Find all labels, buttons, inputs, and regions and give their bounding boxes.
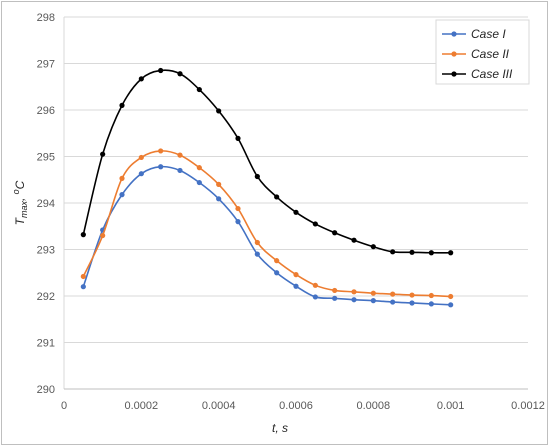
- y-axis-title-sub: max: [19, 201, 29, 219]
- y-tick-label: 297: [37, 59, 55, 71]
- data-point-case-i: [235, 219, 241, 225]
- y-tick-label: 296: [37, 105, 55, 117]
- data-point-case-ii: [138, 154, 144, 161]
- data-point-case-i: [254, 251, 260, 257]
- data-point-case-ii: [312, 282, 318, 288]
- y-tick-label: 293: [37, 245, 55, 257]
- data-point-case-iii: [351, 237, 357, 243]
- data-point-case-ii: [351, 289, 357, 295]
- data-point-case-i: [293, 283, 299, 289]
- y-tick-labels: 290 291 292 293 294 295 296 297 298: [37, 12, 55, 396]
- y-axis-title-main: T: [13, 216, 27, 225]
- y-tick-label: 298: [37, 12, 55, 24]
- data-point-case-ii: [370, 290, 376, 296]
- series-group: [80, 67, 454, 308]
- series-case-iii: [80, 67, 454, 256]
- data-point-case-iii: [216, 108, 222, 114]
- data-point-case-ii: [158, 148, 164, 154]
- x-tick-label: 0.0012: [511, 400, 545, 412]
- series-line-case-iii: [82, 69, 451, 254]
- data-point-case-iii: [177, 71, 183, 77]
- y-tick-label: 291: [37, 338, 55, 350]
- series-line-case-ii: [82, 150, 451, 298]
- x-tick-labels: 0 0.0002 0.0004 0.0006 0.0008 0.001 0.0012: [61, 400, 545, 412]
- y-axis-title-sup: o: [11, 189, 21, 194]
- x-axis-title: t, s: [272, 421, 288, 435]
- data-point-case-ii: [119, 175, 125, 181]
- data-point-case-i: [196, 179, 202, 186]
- plot-area: [63, 17, 528, 390]
- series-case-i: [80, 164, 454, 308]
- data-point-case-ii: [409, 292, 415, 298]
- data-point-case-ii: [100, 232, 106, 239]
- data-point-case-ii: [428, 292, 434, 299]
- data-point-case-i: [312, 294, 318, 300]
- y-tick-label: 290: [37, 384, 55, 396]
- legend-marker-case-i: [451, 31, 457, 37]
- data-point-case-ii: [216, 181, 222, 187]
- data-point-case-i: [370, 298, 376, 304]
- y-axis-title-unit: C: [13, 180, 27, 189]
- data-point-case-ii: [390, 291, 396, 297]
- data-point-case-iii: [100, 151, 106, 157]
- data-point-case-i: [177, 167, 183, 174]
- data-point-case-i: [119, 192, 125, 198]
- data-point-case-ii: [177, 152, 183, 158]
- data-point-case-iii: [254, 173, 260, 180]
- data-point-case-i: [138, 171, 144, 177]
- data-point-case-ii: [332, 287, 338, 294]
- legend: Case I Case II Case III: [435, 19, 530, 85]
- data-point-case-ii: [448, 293, 454, 300]
- data-point-case-iii: [390, 249, 396, 255]
- data-point-case-iii: [370, 244, 376, 250]
- data-point-case-i: [448, 302, 454, 308]
- data-point-case-iii: [409, 249, 415, 255]
- data-point-case-i: [332, 295, 338, 301]
- data-point-case-iii: [332, 230, 338, 236]
- x-tick-label: 0.0004: [202, 400, 236, 412]
- series-case-ii: [80, 148, 454, 300]
- legend-label-case-i: Case I: [471, 27, 506, 41]
- data-point-case-i: [274, 270, 280, 276]
- legend-marker-case-iii: [451, 71, 457, 77]
- x-tick-label: 0.0002: [125, 400, 159, 412]
- data-point-case-i: [390, 299, 396, 305]
- data-point-case-ii: [196, 165, 202, 171]
- y-axis-title-sep: ,: [13, 194, 27, 201]
- legend-marker-case-ii: [451, 51, 457, 57]
- data-point-case-i: [216, 196, 222, 202]
- data-point-case-i: [428, 301, 434, 307]
- data-point-case-i: [158, 164, 164, 170]
- y-tick-label: 295: [37, 152, 55, 164]
- y-axis-title: Tmax, oC: [11, 180, 29, 225]
- data-point-case-iii: [235, 135, 241, 141]
- data-point-case-iii: [119, 102, 125, 108]
- data-point-case-iii: [428, 250, 434, 256]
- data-point-case-i: [351, 297, 357, 303]
- data-point-case-iii: [293, 209, 299, 215]
- x-tick-label: 0.0008: [357, 400, 391, 412]
- y-tick-label: 294: [37, 198, 55, 210]
- data-point-case-iii: [448, 250, 454, 256]
- data-point-case-iii: [196, 86, 202, 93]
- x-tick-label: 0.0006: [279, 400, 313, 412]
- data-point-case-ii: [274, 258, 280, 264]
- data-point-case-iii: [158, 67, 164, 74]
- data-point-case-i: [80, 284, 86, 290]
- legend-label-case-iii: Case III: [471, 67, 513, 81]
- data-point-case-iii: [138, 76, 144, 82]
- data-point-case-iii: [80, 232, 86, 238]
- legend-label-case-ii: Case II: [471, 47, 510, 61]
- y-tick-label: 292: [37, 291, 55, 303]
- data-point-case-ii: [293, 272, 299, 278]
- data-point-case-iii: [274, 194, 280, 200]
- data-point-case-ii: [235, 205, 241, 212]
- data-point-case-ii: [254, 239, 260, 246]
- data-point-case-i: [409, 300, 415, 306]
- data-point-case-iii: [312, 221, 318, 227]
- x-tick-label: 0.001: [437, 400, 465, 412]
- data-point-case-ii: [80, 273, 86, 280]
- x-tick-label: 0: [61, 400, 67, 412]
